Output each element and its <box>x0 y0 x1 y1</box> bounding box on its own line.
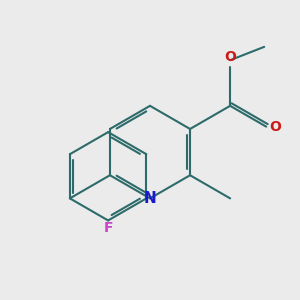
Text: F: F <box>103 221 113 235</box>
Text: O: O <box>269 120 281 134</box>
Text: N: N <box>144 191 156 206</box>
Text: O: O <box>224 50 236 64</box>
